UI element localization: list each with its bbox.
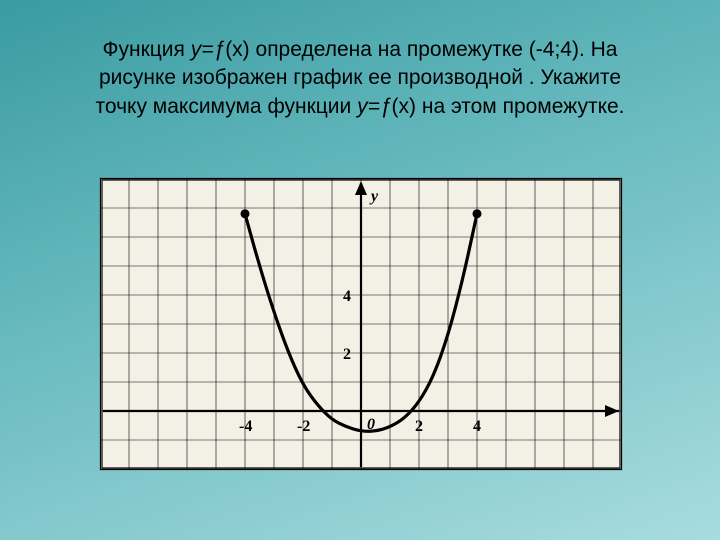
text-part: (x) на этом промежутке.: [392, 95, 625, 118]
svg-text:y: y: [369, 188, 379, 205]
text-math: y=ƒ: [191, 38, 225, 61]
text-part: Функция: [103, 38, 191, 61]
text-part: (x) определена на промежутке (-4;4). На: [225, 38, 617, 61]
svg-text:-2: -2: [297, 418, 310, 435]
problem-text: Функция y=ƒ(x) определена на промежутке …: [55, 36, 665, 121]
svg-text:4: 4: [473, 418, 481, 435]
graph-figure: y 0 -4 -2 2 4 2 4: [100, 178, 622, 470]
svg-text:-4: -4: [239, 418, 252, 435]
text-part: рисунке изображен график ее производной …: [99, 66, 621, 89]
svg-text:0: 0: [367, 416, 375, 433]
graph-svg: y 0 -4 -2 2 4 2 4: [101, 179, 621, 469]
slide: Функция y=ƒ(x) определена на промежутке …: [0, 0, 720, 540]
svg-text:4: 4: [343, 288, 351, 305]
text-math: y=ƒ: [357, 95, 391, 118]
text-part: точку максимума функции: [95, 95, 357, 118]
svg-text:2: 2: [343, 346, 351, 363]
svg-text:2: 2: [415, 418, 423, 435]
